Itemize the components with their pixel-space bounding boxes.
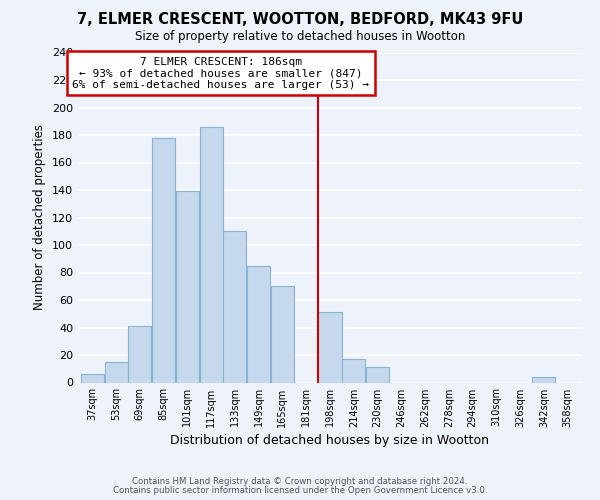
- Bar: [200, 126, 223, 382]
- Text: Contains HM Land Registry data © Crown copyright and database right 2024.: Contains HM Land Registry data © Crown c…: [132, 477, 468, 486]
- Text: Size of property relative to detached houses in Wootton: Size of property relative to detached ho…: [135, 30, 465, 43]
- Text: 7, ELMER CRESCENT, WOOTTON, BEDFORD, MK43 9FU: 7, ELMER CRESCENT, WOOTTON, BEDFORD, MK4…: [77, 12, 523, 28]
- Text: Contains public sector information licensed under the Open Government Licence v3: Contains public sector information licen…: [113, 486, 487, 495]
- X-axis label: Distribution of detached houses by size in Wootton: Distribution of detached houses by size …: [170, 434, 490, 446]
- Bar: [81, 374, 104, 382]
- Bar: [532, 377, 556, 382]
- Bar: [128, 326, 151, 382]
- Bar: [366, 368, 389, 382]
- Bar: [271, 286, 294, 382]
- Bar: [342, 359, 365, 382]
- Bar: [104, 362, 128, 382]
- Bar: [152, 138, 175, 382]
- Bar: [247, 266, 270, 382]
- Bar: [176, 192, 199, 382]
- Text: 7 ELMER CRESCENT: 186sqm
← 93% of detached houses are smaller (847)
6% of semi-d: 7 ELMER CRESCENT: 186sqm ← 93% of detach…: [72, 56, 369, 90]
- Bar: [319, 312, 341, 382]
- Y-axis label: Number of detached properties: Number of detached properties: [34, 124, 46, 310]
- Bar: [223, 231, 247, 382]
